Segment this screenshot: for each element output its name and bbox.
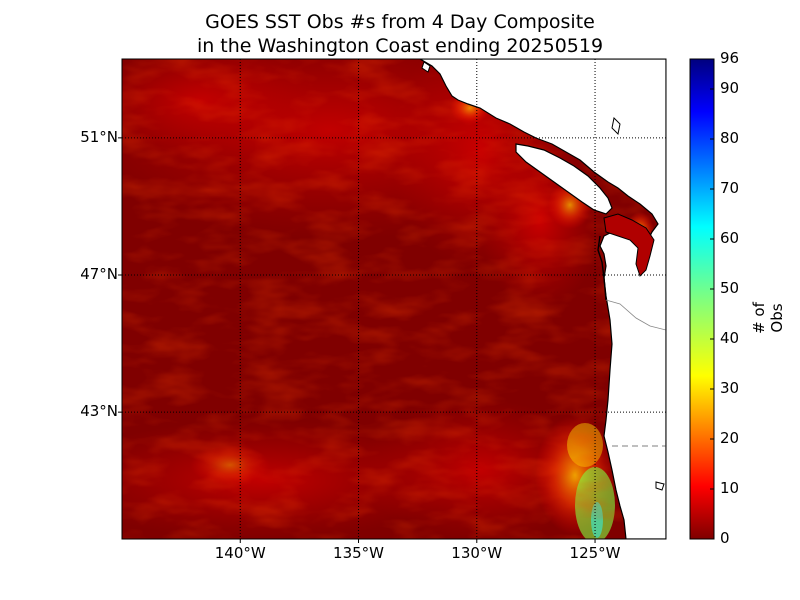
colorbar-tick-label: 60 <box>720 229 740 247</box>
olympic-coast <box>597 235 607 301</box>
colorbar-label: # of Obs <box>750 302 786 334</box>
lon-label: 135°W <box>333 544 384 562</box>
colorbar-tick-label: 70 <box>720 179 740 197</box>
colorbar-tick-label: 40 <box>720 329 740 347</box>
lat-label: 43°N <box>80 402 118 421</box>
graticule <box>122 59 666 539</box>
colorbar-tick-label: 80 <box>720 129 740 147</box>
map-title-line-2: in the Washington Coast ending 20250519 <box>196 35 604 57</box>
axis-ticks <box>118 137 596 543</box>
vancouver-island <box>515 143 613 215</box>
lon-label: 140°W <box>214 544 266 562</box>
sst-obs-field <box>122 59 666 539</box>
colorbar-tick-label: 10 <box>720 479 740 497</box>
island <box>611 116 621 136</box>
lat-label: 47°N <box>80 265 118 283</box>
lat-label: 51°N <box>80 127 118 146</box>
colorbar-tick-label: 30 <box>720 379 740 397</box>
island <box>655 481 665 491</box>
colorbar-tick-label: 90 <box>720 79 740 97</box>
island <box>421 61 431 73</box>
map-title-line-1: GOES SST Obs #s from 4 Day Composite <box>205 11 595 33</box>
lon-label: 125°W <box>569 544 621 562</box>
puget-sound <box>603 213 655 277</box>
lon-label: 130°W <box>451 544 503 562</box>
colorbar-tick-label: 0 <box>720 529 730 547</box>
colorbar-tick-label: 20 <box>720 429 740 447</box>
map-frame <box>121 58 667 540</box>
colorbar-tick-label: 50 <box>720 279 740 297</box>
colorbar-tick-label: 96 <box>720 49 740 67</box>
state-border <box>605 299 666 331</box>
